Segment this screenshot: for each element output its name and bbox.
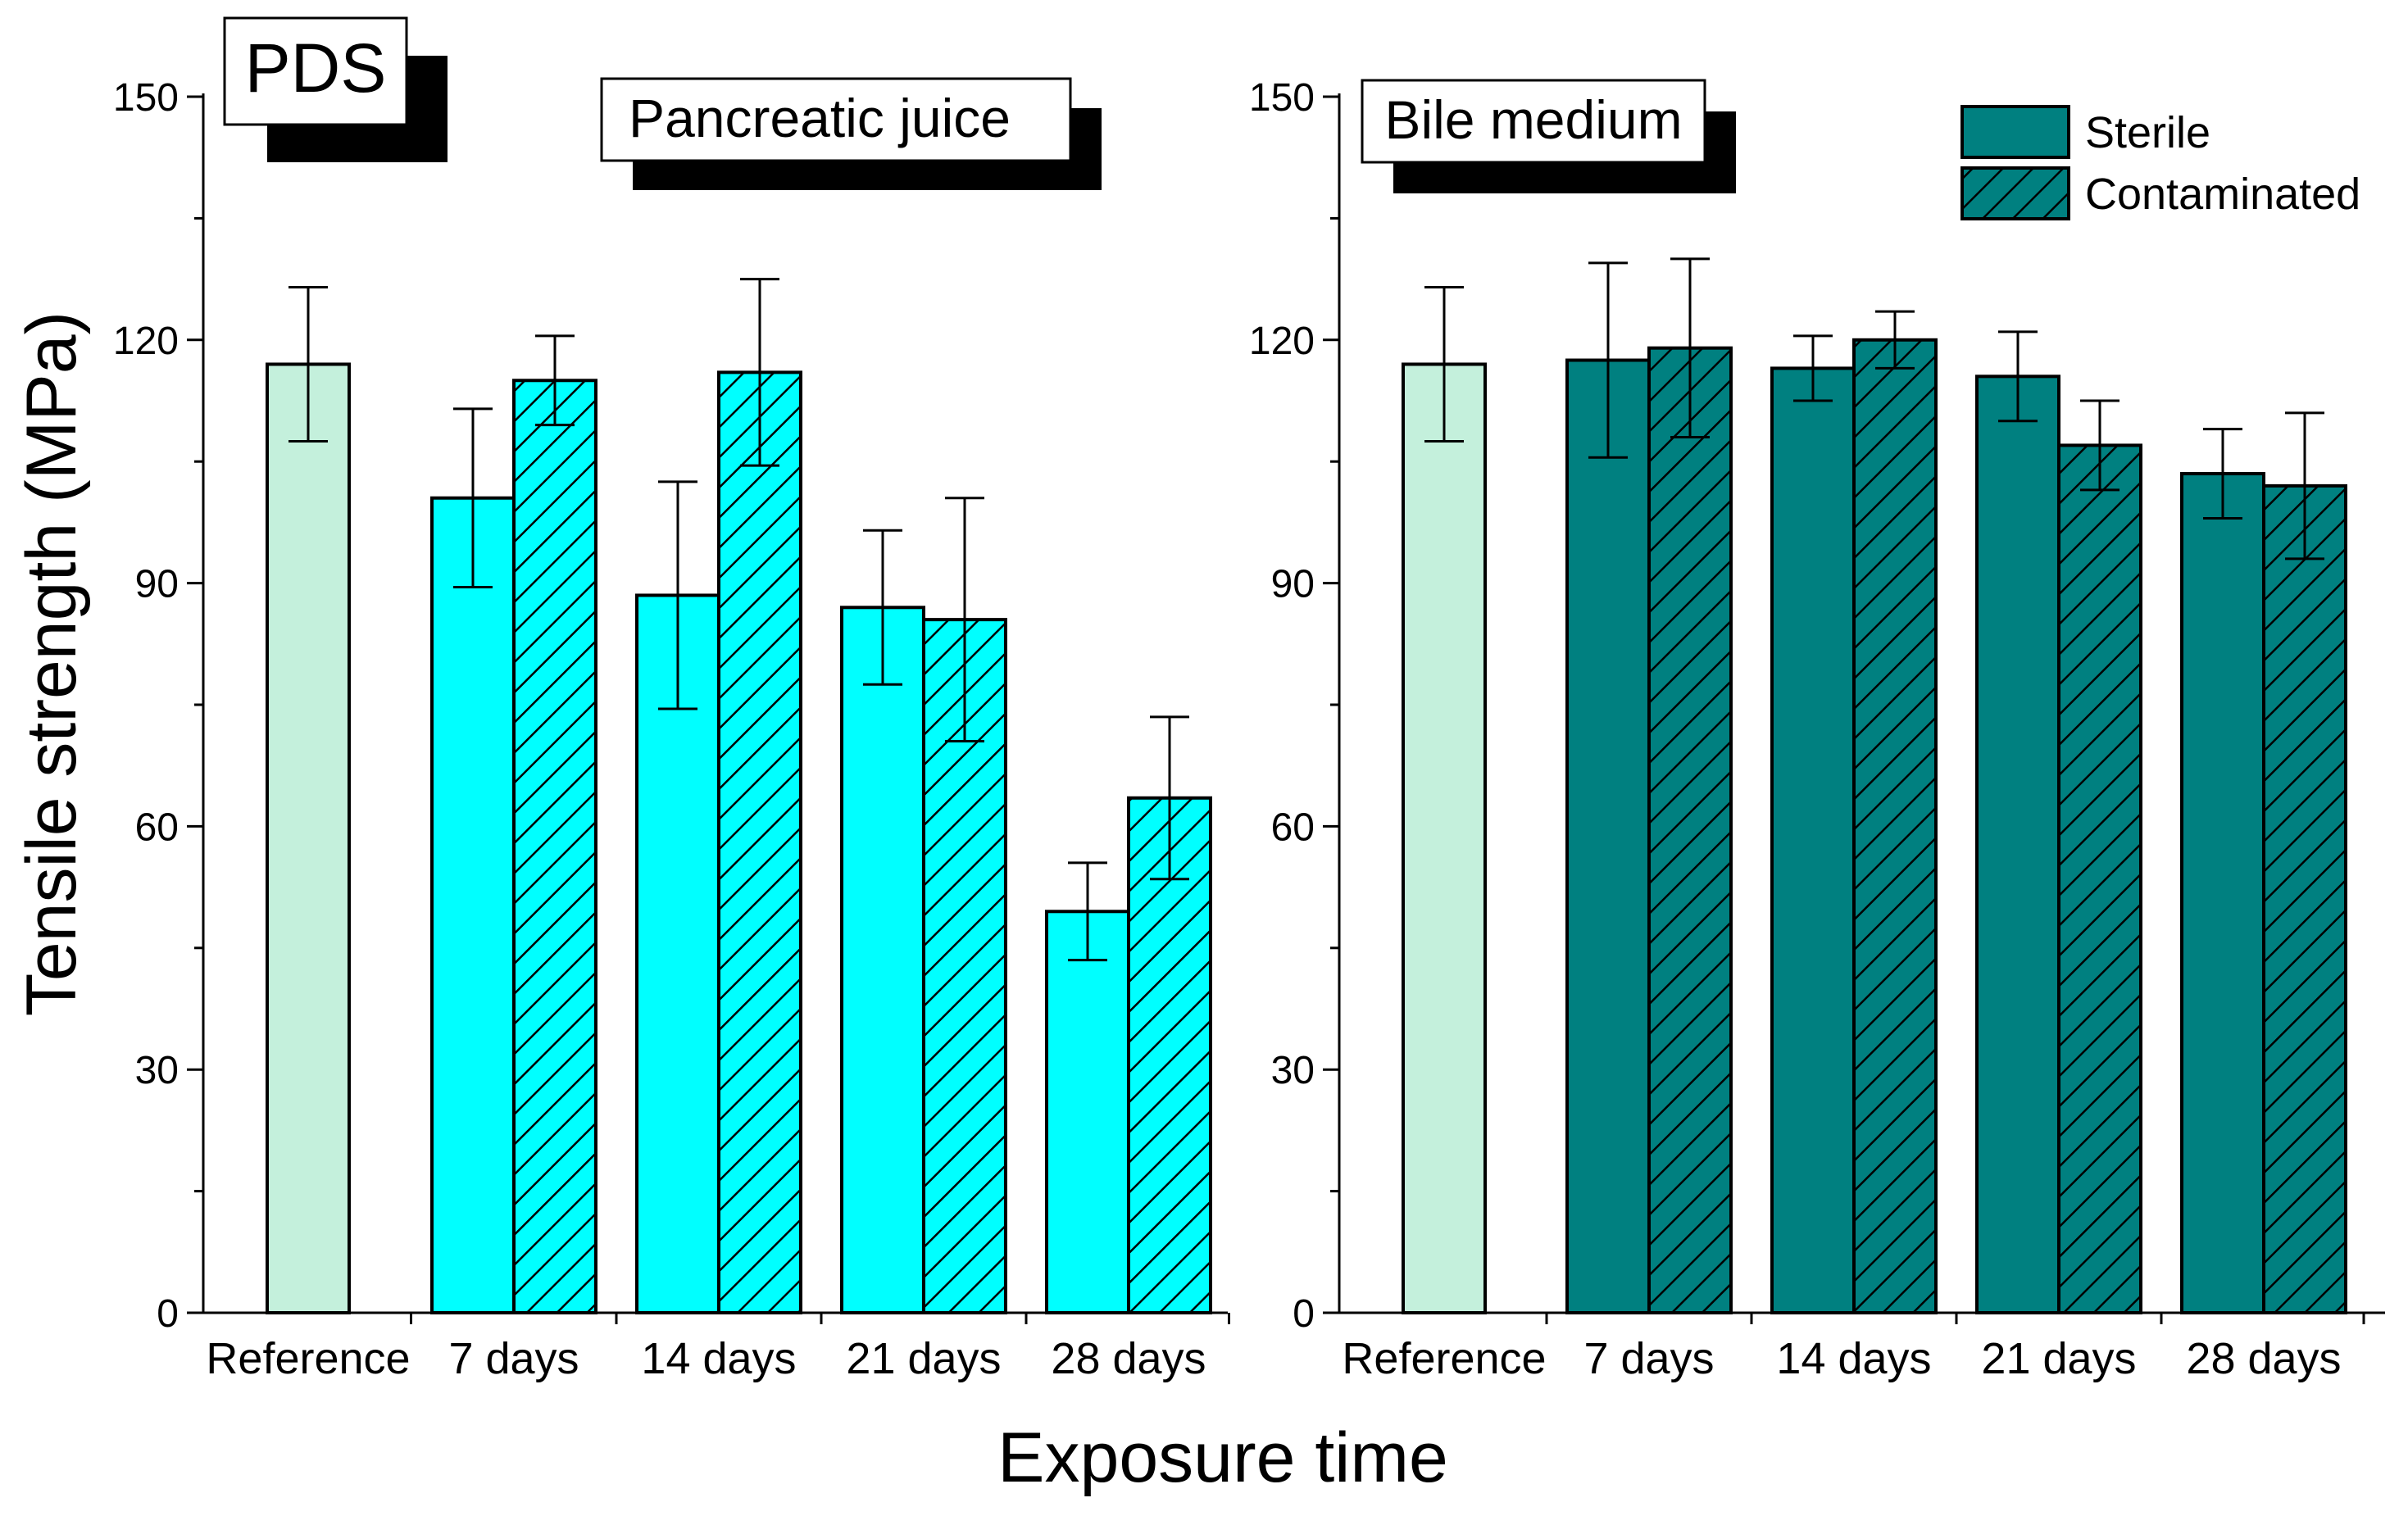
legend-label-sterile: Sterile <box>2085 108 2210 157</box>
x-tick-label: 7 days <box>448 1334 579 1383</box>
y-tick-label: 0 <box>1293 1292 1315 1336</box>
y-tick-label: 120 <box>1249 320 1315 363</box>
panel-title-box-pancreatic: Pancreatic juice <box>600 77 1102 190</box>
panel-title-pancreatic: Pancreatic juice <box>629 88 1011 148</box>
x-tick-label: 21 days <box>846 1334 1001 1383</box>
chart-panel-pancreatic: 0 30 60 90 120 150 Reference 7 days 14 days 21 da… <box>113 76 1230 1383</box>
figure-label-box: PDS <box>223 16 448 162</box>
bar-contaminated <box>2057 443 2142 1314</box>
bar-contaminated <box>1127 796 1212 1314</box>
y-tick-label: 120 <box>113 320 179 363</box>
x-tick-label: 21 days <box>1981 1334 2136 1383</box>
panel-title-box-bile: Bile medium <box>1361 79 1736 193</box>
x-tick-label: 28 days <box>2186 1334 2341 1383</box>
x-tick-label: 14 days <box>1776 1334 1931 1383</box>
y-tick-label: 90 <box>135 563 179 606</box>
bar-contaminated <box>2262 483 2347 1314</box>
x-tick-label: Reference <box>206 1334 410 1383</box>
legend-swatch-contaminated <box>1960 166 2070 220</box>
chart-panel-bile: 0 30 60 90 120 150 Reference 7 days 14 days 21 da… <box>1249 76 2385 1383</box>
bar-sterile <box>2180 472 2265 1314</box>
panel-title-bile: Bile medium <box>1384 89 1682 150</box>
y-tick-label: 150 <box>113 76 179 120</box>
bar-sterile <box>1975 374 2060 1315</box>
figure-label: PDS <box>245 30 387 107</box>
y-tick-label: 150 <box>1249 76 1315 120</box>
x-tick-label: 28 days <box>1051 1334 1206 1383</box>
y-tick-label: 30 <box>135 1049 179 1092</box>
bar-contaminated <box>512 379 597 1314</box>
x-tick-label: 14 days <box>641 1334 796 1383</box>
panel-title-frame-bile <box>1361 79 1706 164</box>
bar-sterile <box>1770 366 1856 1315</box>
x-tick-label: 7 days <box>1583 1334 1714 1383</box>
x-axis-title: Exposure time <box>997 1418 1448 1497</box>
y-tick-label: 0 <box>157 1292 179 1336</box>
bar-sterile <box>430 496 516 1314</box>
bar-reference <box>266 362 351 1315</box>
bar-sterile <box>1565 358 1651 1314</box>
y-tick-label: 30 <box>1271 1049 1315 1092</box>
legend-swatch-sterile <box>1960 105 2070 159</box>
legend: Sterile Contaminated <box>1960 105 2360 220</box>
y-axis-title: Tensile strength (MPa) <box>12 311 91 1016</box>
y-tick-label: 60 <box>1271 806 1315 849</box>
bar-contaminated <box>717 370 802 1315</box>
bar-sterile <box>1045 910 1130 1315</box>
legend-label-contaminated: Contaminated <box>2085 170 2360 219</box>
bar-sterile <box>840 606 925 1314</box>
x-tick-label: Reference <box>1342 1334 1546 1383</box>
bar-reference <box>1402 362 1487 1315</box>
y-tick-label: 90 <box>1271 563 1315 606</box>
bar-contaminated <box>1647 346 1733 1314</box>
y-tick-label: 60 <box>135 806 179 849</box>
panel-title-frame-pancreatic <box>600 77 1072 162</box>
bar-sterile <box>635 593 720 1314</box>
bar-contaminated <box>1852 338 1938 1314</box>
figure-label-frame <box>223 16 408 126</box>
